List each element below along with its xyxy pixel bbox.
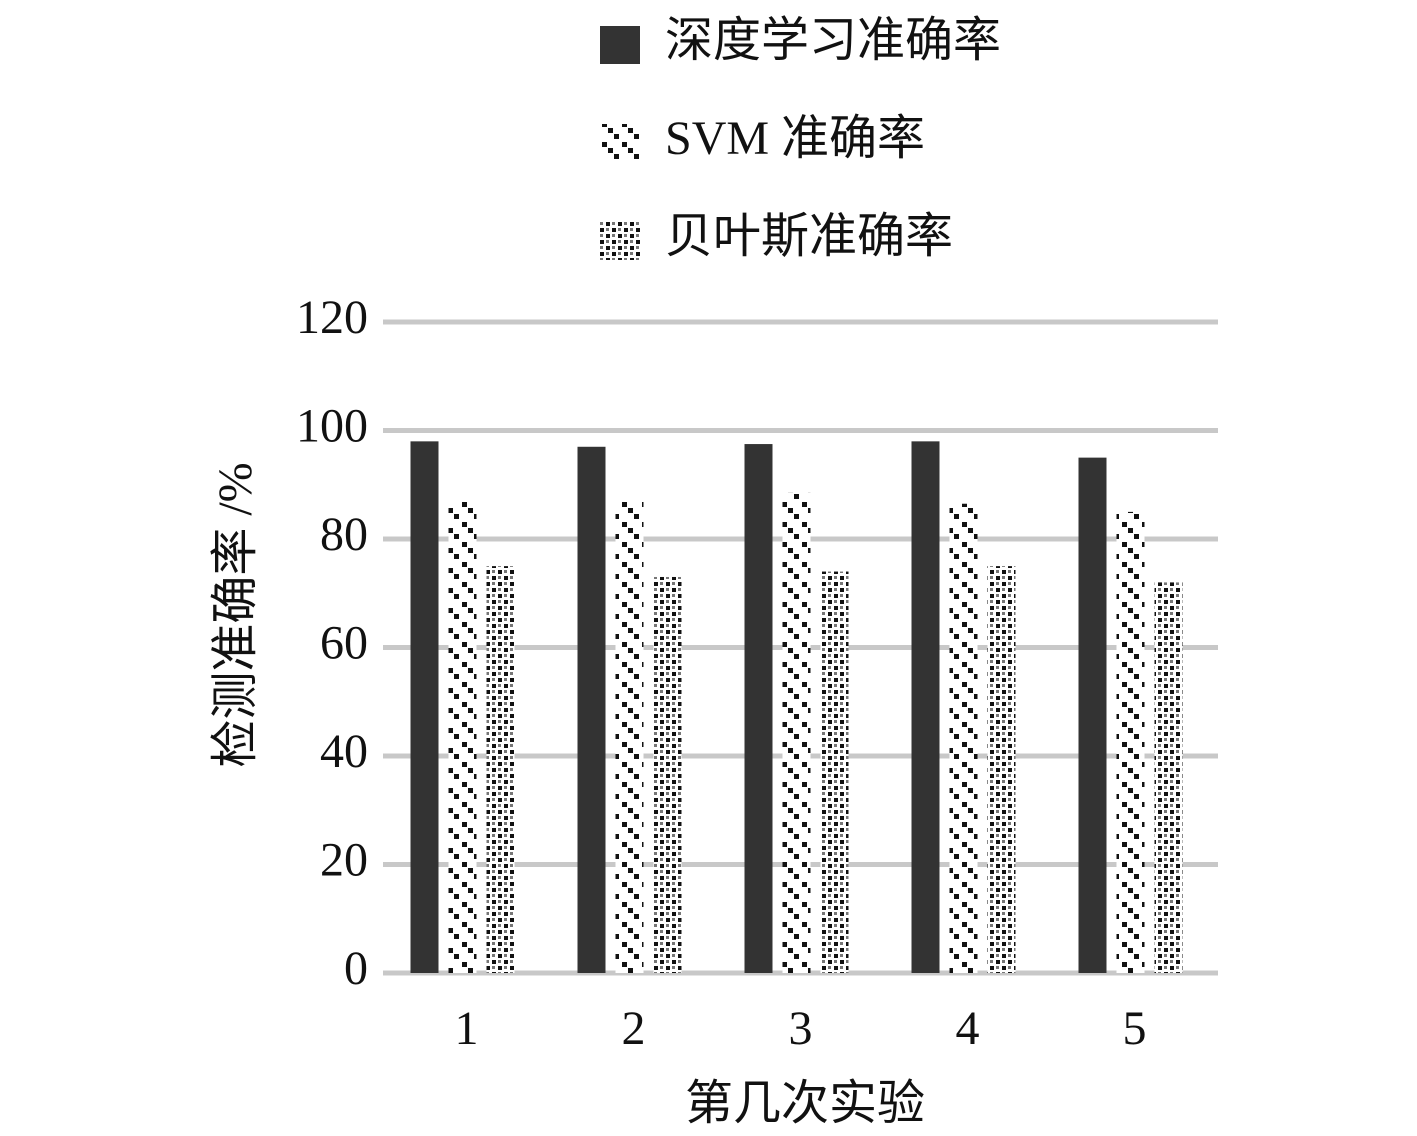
bar	[577, 446, 606, 973]
bar	[486, 566, 515, 973]
y-tick-label: 120	[296, 291, 368, 344]
bar	[1154, 582, 1183, 973]
bar	[615, 501, 644, 973]
y-tick-label: 40	[320, 725, 368, 778]
bar	[987, 566, 1016, 973]
bar	[1116, 511, 1145, 973]
bar	[782, 492, 811, 973]
legend-label: SVM 准确率	[665, 112, 925, 165]
legend-label: 深度学习准确率	[665, 14, 1001, 67]
y-axis-title: 检测准确率 /%	[209, 462, 262, 767]
bar	[653, 576, 682, 973]
bar	[410, 441, 439, 974]
x-tick-label: 1	[455, 1002, 479, 1055]
y-tick-label: 80	[320, 508, 368, 561]
legend-label: 贝叶斯准确率	[665, 210, 953, 263]
y-tick-label: 60	[320, 617, 368, 670]
y-tick-label: 20	[320, 834, 368, 887]
legend-swatch	[600, 26, 640, 64]
x-tick-label: 5	[1123, 1002, 1147, 1055]
x-axis-title: 第几次实验	[685, 1077, 925, 1130]
y-tick-label: 0	[344, 942, 368, 995]
bar	[448, 501, 477, 973]
x-tick-label: 3	[789, 1002, 813, 1055]
bar	[911, 441, 940, 974]
bar	[820, 571, 849, 973]
x-tick-label: 2	[622, 1002, 646, 1055]
legend-swatch	[600, 124, 640, 162]
bar	[744, 444, 773, 973]
y-tick-label: 100	[296, 400, 368, 453]
bar	[949, 503, 978, 973]
x-tick-label: 4	[956, 1002, 980, 1055]
legend-swatch	[600, 222, 640, 260]
bar	[1078, 457, 1107, 973]
